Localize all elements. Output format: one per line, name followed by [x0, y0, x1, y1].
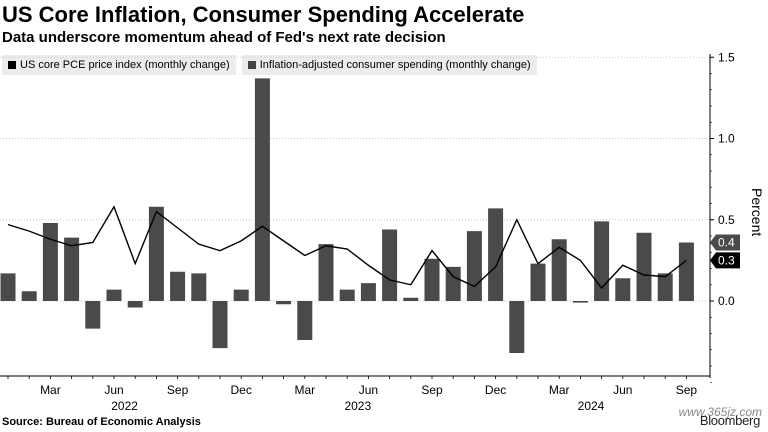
bar-aug-2022 — [148, 206, 164, 301]
source-note: Source: Bureau of Economic Analysis — [2, 416, 201, 428]
x-tick-label: Jun — [613, 383, 632, 397]
bar-aug-2023 — [403, 297, 419, 301]
y-axis-title: Percent — [749, 188, 765, 236]
x-tick-label: Sep — [167, 383, 189, 397]
end-label-core-pce-text: 0.3 — [718, 253, 735, 267]
bar-may-2022 — [85, 301, 101, 329]
x-year-label: 2023 — [344, 399, 371, 413]
bar-feb-2024 — [530, 263, 546, 301]
end-label-core-pce: 0.3 — [710, 252, 740, 269]
end-label-spending-box — [710, 234, 740, 251]
y-tick-label: 1.0 — [718, 132, 735, 146]
x-tick-label: Jun — [359, 383, 378, 397]
watermark: www.365jz.com — [678, 405, 762, 419]
y-tick-label: 0.0 — [718, 294, 735, 308]
chart-title: US Core Inflation, Consumer Spending Acc… — [2, 2, 525, 27]
x-tick-label: Sep — [676, 383, 698, 397]
bar-jun-2023 — [360, 283, 376, 301]
bar-jan-2023 — [254, 78, 270, 301]
legend-item-spending: Inflation-adjusted consumer spending (mo… — [241, 55, 537, 75]
bar-sep-2024 — [678, 242, 694, 301]
bar-jan-2024 — [509, 301, 525, 353]
legend-swatch-line — [8, 61, 16, 69]
bar-sep-2022 — [170, 271, 186, 301]
bar-mar-2023 — [297, 301, 313, 340]
bar-feb-2023 — [276, 301, 292, 305]
bar-dec-2023 — [488, 208, 504, 301]
bar-jul-2023 — [382, 229, 398, 301]
x-tick-label: Mar — [549, 383, 570, 397]
chart-subtitle: Data underscore momentum ahead of Fed's … — [2, 29, 446, 46]
x-tick-label: Dec — [231, 383, 252, 397]
bar-aug-2024 — [657, 273, 673, 301]
x-tick-label: Jun — [104, 383, 123, 397]
bar-jul-2024 — [636, 232, 652, 301]
bar-apr-2024 — [572, 301, 588, 303]
legend-label-spending: Inflation-adjusted consumer spending (mo… — [259, 59, 531, 71]
x-tick-label: Mar — [294, 383, 315, 397]
bar-sep-2023 — [424, 258, 440, 301]
bar-jun-2022 — [106, 289, 122, 301]
legend: US core PCE price index (monthly change)… — [2, 55, 537, 75]
bar-nov-2023 — [466, 231, 482, 301]
bar-jul-2022 — [127, 301, 143, 308]
bar-dec-2022 — [233, 289, 249, 301]
bar-apr-2023 — [318, 244, 334, 301]
legend-label-core-pce: US core PCE price index (monthly change) — [20, 59, 230, 71]
bar-jun-2024 — [615, 278, 631, 301]
bar-may-2024 — [594, 221, 610, 301]
end-label-spending-text: 0.4 — [718, 236, 735, 250]
x-tick-label: Mar — [40, 383, 61, 397]
bar-jan-2022 — [0, 273, 16, 301]
x-year-label: 2022 — [111, 399, 138, 413]
bar-oct-2022 — [191, 273, 207, 301]
bar-oct-2023 — [445, 266, 461, 301]
bar-mar-2022 — [42, 223, 58, 301]
end-label-core-pce-box — [710, 252, 740, 269]
legend-item-core-pce: US core PCE price index (monthly change) — [2, 55, 236, 75]
core-pce-line — [7, 205, 687, 290]
end-label-spending: 0.4 — [710, 234, 740, 251]
brand-logo: Bloomberg — [699, 413, 760, 428]
y-tick-label: 0.5 — [718, 213, 735, 227]
y-tick-label: 1.5 — [718, 50, 735, 64]
x-tick-label: Dec — [485, 383, 506, 397]
bar-feb-2022 — [21, 291, 37, 301]
bar-nov-2022 — [212, 301, 228, 349]
legend-swatch-bar — [247, 61, 256, 69]
x-year-label: 2024 — [578, 399, 605, 413]
x-tick-label: Sep — [421, 383, 443, 397]
bar-apr-2022 — [64, 237, 80, 301]
bar-may-2023 — [339, 289, 355, 301]
bar-mar-2024 — [551, 239, 567, 301]
